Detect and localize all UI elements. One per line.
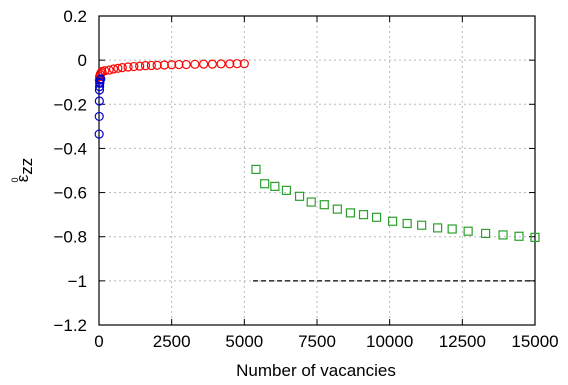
data-point-circle — [190, 59, 200, 69]
data-point-square — [530, 232, 540, 242]
x-axis-label: Number of vacancies — [236, 361, 396, 380]
data-point-circle — [113, 63, 123, 73]
y-tick-label: 0.2 — [63, 7, 87, 26]
grid — [99, 16, 535, 325]
x-tick-label: 10000 — [366, 332, 413, 351]
data-point-square — [270, 181, 280, 191]
data-point-circle — [108, 64, 119, 74]
x-tick-label: 0 — [94, 332, 103, 351]
data-point-square — [402, 218, 412, 229]
data-point-square — [463, 226, 473, 236]
axes — [98, 15, 536, 326]
data-point-square — [447, 224, 457, 234]
tick-labels: 0 2500 5000 7500 10000 12500 15000 0.2 0 −0.2 −0.4… — [53, 7, 558, 351]
data-point-circle — [123, 62, 133, 72]
data-point-square — [387, 216, 398, 226]
data-point-square — [251, 164, 261, 174]
data-point-circle — [207, 59, 217, 69]
data-point-circle — [159, 60, 169, 70]
data-point-square — [260, 179, 270, 189]
y-axis-label: εzz 0 — [10, 158, 36, 183]
y-tick-label: 0 — [78, 51, 87, 70]
data-point-circle — [146, 60, 156, 71]
y-tick-label: −1 — [68, 272, 87, 291]
data-point-circle — [181, 59, 191, 70]
data-point-circle — [167, 60, 177, 70]
data-point-circle — [152, 60, 162, 70]
y-tick-label: −0.2 — [53, 95, 87, 114]
data-point-square — [358, 210, 369, 220]
data-point-square — [480, 228, 491, 239]
x-tick-label: 15000 — [511, 332, 558, 351]
svg-text:εzz: εzz — [13, 158, 36, 183]
data-point-circle — [140, 61, 151, 71]
y-tick-label: −0.8 — [53, 228, 87, 247]
data-point-circle — [94, 111, 104, 122]
data-point-circle — [94, 96, 104, 106]
data-point-circle — [225, 59, 235, 69]
data-point-circle — [96, 74, 106, 84]
y-tick-label: −0.4 — [53, 139, 87, 158]
data-point-circle — [117, 63, 127, 73]
x-tick-label: 7500 — [298, 332, 336, 351]
y-axis-label-sup: 0 — [10, 177, 20, 182]
data-point-circle — [239, 59, 249, 69]
data-point-square — [433, 223, 443, 233]
y-tick-label: −1.2 — [53, 316, 87, 335]
data-point-square — [345, 208, 356, 218]
x-tick-label: 5000 — [225, 332, 263, 351]
data-point-circle — [232, 59, 242, 69]
y-axis-label-sub: zz — [17, 158, 36, 175]
data-point-square — [294, 191, 305, 201]
data-point-circle — [216, 59, 226, 69]
data-point-circle — [129, 61, 139, 72]
data-point-circle — [104, 65, 114, 75]
data-point-circle — [135, 61, 145, 71]
data-point-square — [514, 231, 524, 241]
data-point-circle — [199, 59, 209, 69]
y-tick-label: −0.6 — [53, 184, 87, 203]
data-point-square — [319, 200, 329, 210]
x-tick-label: 2500 — [153, 332, 191, 351]
data-point-square — [371, 212, 382, 222]
data-point-square — [332, 204, 342, 214]
data-point-circle — [94, 129, 104, 139]
data-point-square — [306, 197, 316, 207]
data-points — [94, 59, 540, 242]
data-point-square — [281, 185, 292, 195]
data-point-circle — [174, 59, 184, 70]
data-point-square — [417, 220, 427, 230]
y-axis-label-symbol: ε — [13, 174, 32, 182]
data-point-square — [498, 230, 508, 240]
data-point-circle — [100, 66, 110, 76]
x-tick-label: 12500 — [439, 332, 486, 351]
